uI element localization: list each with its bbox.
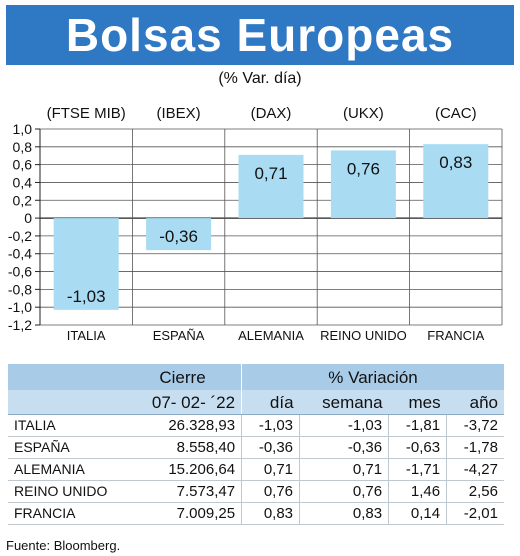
y-tick-label: -0,2 — [8, 228, 32, 244]
row-ano: -4,27 — [446, 458, 504, 481]
row-mes: -1,81 — [388, 414, 447, 437]
row-name: ALEMANIA — [8, 458, 124, 481]
row-ano: -3,72 — [446, 414, 504, 437]
bar — [53, 218, 119, 310]
header-date: 07- 02- ´22 — [124, 390, 242, 415]
row-semana: 0,83 — [299, 502, 389, 525]
row-cierre: 7.009,25 — [124, 502, 242, 525]
chart-subtitle: (% Var. día) — [218, 70, 302, 87]
bar-chart: 1,0 0,8 0,60,4 0,2 0 -0,2 -0,4 -0,6-0,8 -1,0 -1,2… — [8, 105, 503, 343]
row-dia: -1,03 — [241, 414, 300, 437]
y-tick-label: 0,4 — [13, 174, 33, 190]
category-label: REINO UNIDO — [320, 328, 407, 343]
category-label: FRANCIA — [427, 328, 484, 343]
header-cierre: Cierre — [124, 364, 242, 390]
bar-value-label: -0,36 — [159, 227, 198, 246]
table-header-row-1: Cierre % Variación — [8, 364, 504, 390]
table-header-row-2: 07- 02- ´22 día semana mes año — [8, 390, 504, 415]
header-empty-cell — [8, 364, 124, 390]
header-semana: semana — [299, 390, 389, 415]
row-cierre: 15.206,64 — [124, 458, 242, 481]
index-label: (FTSE MIB) — [47, 105, 126, 122]
row-mes: -0,63 — [388, 436, 447, 459]
y-tick-label: -0,4 — [8, 246, 32, 262]
row-cierre: 26.328,93 — [124, 414, 242, 437]
row-dia: 0,71 — [241, 458, 300, 481]
row-name: ITALIA — [8, 414, 124, 437]
bar-value-label: 0,76 — [347, 159, 380, 178]
header-variacion: % Variación — [241, 364, 504, 390]
y-tick-label: 0,8 — [13, 139, 33, 155]
index-label: (DAX) — [251, 105, 292, 122]
index-label: (UKX) — [343, 105, 384, 122]
header-dia: día — [241, 390, 300, 415]
row-semana: 0,76 — [299, 480, 389, 503]
row-ano: -2,01 — [446, 502, 504, 525]
index-label: (CAC) — [435, 105, 477, 122]
source-note: Fuente: Bloomberg. — [6, 538, 121, 553]
category-label: ESPAÑA — [153, 328, 205, 343]
y-tick-label: -0,6 — [8, 264, 32, 280]
row-cierre: 8.558,40 — [124, 436, 242, 459]
y-tick-label: 0,2 — [13, 192, 33, 208]
row-cierre: 7.573,47 — [124, 480, 242, 503]
y-tick-label: -1,0 — [8, 299, 32, 315]
row-semana: -1,03 — [299, 414, 389, 437]
table-row: ITALIA 26.328,93 -1,03 -1,03 -1,81 -3,72 — [8, 414, 504, 437]
row-dia: -0,36 — [241, 436, 300, 459]
bar-value-label: 0,83 — [439, 153, 472, 172]
row-name: ESPAÑA — [8, 436, 124, 459]
y-tick-label: 1,0 — [13, 121, 33, 137]
page-title: Bolsas Europeas — [65, 9, 455, 61]
data-table: Cierre % Variación 07- 02- ´22 día seman… — [8, 364, 504, 525]
row-mes: 1,46 — [388, 480, 447, 503]
bar-value-label: 0,71 — [254, 164, 287, 183]
row-semana: 0,71 — [299, 458, 389, 481]
y-tick-label: -0,8 — [8, 281, 32, 297]
row-dia: 0,76 — [241, 480, 300, 503]
table-row: ALEMANIA 15.206,64 0,71 0,71 -1,71 -4,27 — [8, 458, 504, 481]
table-row: ESPAÑA 8.558,40 -0,36 -0,36 -0,63 -1,78 — [8, 436, 504, 459]
row-name: FRANCIA — [8, 502, 124, 525]
y-tick-label: 0 — [24, 210, 32, 226]
bar — [146, 218, 212, 251]
bar — [423, 144, 489, 219]
category-label: ALEMANIA — [238, 328, 304, 343]
bar-value-label: -1,03 — [67, 287, 106, 306]
header-mes: mes — [388, 390, 447, 415]
header-ano: año — [446, 390, 504, 415]
table-row: REINO UNIDO 7.573,47 0,76 0,76 1,46 2,56 — [8, 480, 504, 503]
y-tick-label: -1,2 — [8, 317, 32, 333]
header-empty-cell — [8, 390, 124, 415]
row-semana: -0,36 — [299, 436, 389, 459]
title-banner: Bolsas Europeas — [6, 5, 514, 65]
row-name: REINO UNIDO — [8, 480, 124, 503]
row-mes: 0,14 — [388, 502, 447, 525]
category-label: ITALIA — [67, 328, 106, 343]
y-tick-label: 0,6 — [13, 157, 33, 173]
bar — [330, 150, 396, 219]
bar — [238, 154, 304, 219]
row-mes: -1,71 — [388, 458, 447, 481]
row-ano: 2,56 — [446, 480, 504, 503]
table-row: FRANCIA 7.009,25 0,83 0,83 0,14 -2,01 — [8, 502, 504, 525]
index-label: (IBEX) — [157, 105, 201, 122]
row-ano: -1,78 — [446, 436, 504, 459]
row-dia: 0,83 — [241, 502, 300, 525]
